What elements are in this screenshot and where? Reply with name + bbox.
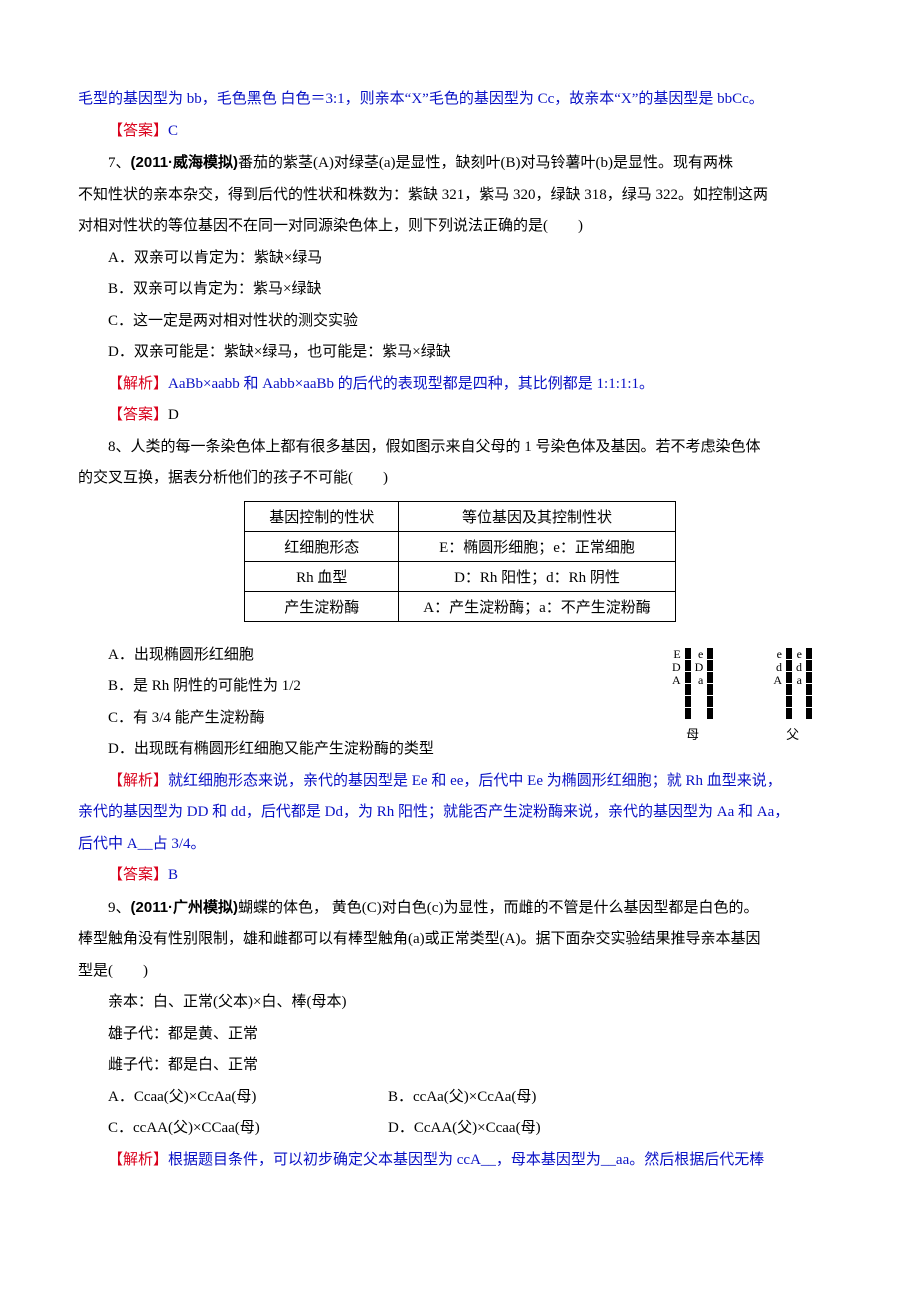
- q7-option-A: A．双亲可以肯定为：紫缺×绿马: [78, 243, 842, 275]
- q7-source: (2011·威海模拟): [131, 154, 239, 171]
- q9-parent: 亲本：白、正常(父本)×白、棒(母本): [78, 987, 842, 1019]
- q8-option-A: A．出现椭圆形红细胞: [78, 640, 642, 672]
- trait-table: 基因控制的性状 等位基因及其控制性状 红细胞形态 E：椭圆形细胞；e：正常细胞 …: [244, 501, 676, 622]
- table-header-2: 等位基因及其控制性状: [399, 501, 676, 531]
- q7-analysis-text: AaBb×aabb 和 Aabb×aaBb 的后代的表现型都是四种，其比例都是 …: [168, 376, 654, 392]
- answer-6-value: C: [168, 123, 178, 139]
- table-cell: Rh 血型: [245, 561, 399, 591]
- table-cell: 产生淀粉酶: [245, 591, 399, 621]
- q9-analysis-text: 根据题目条件，可以初步确定父本基因型为 ccA__，母本基因型为__aa。然后根…: [168, 1152, 764, 1168]
- table-cell: A：产生淀粉酶；a：不产生淀粉酶: [399, 591, 676, 621]
- q7-number: 7、: [108, 155, 131, 171]
- table-cell: D：Rh 阳性；d：Rh 阴性: [399, 561, 676, 591]
- q9-line3: 型是( ): [78, 956, 842, 988]
- q8-line2: 的交叉互换，据表分析他们的孩子不可能( ): [78, 463, 842, 495]
- q9-number: 9、: [108, 900, 131, 916]
- q9-option-A: A．Ccaa(父)×CcAa(母): [108, 1082, 388, 1114]
- q7-line3: 对相对性状的等位基因不在同一对同源染色体上，则下列说法正确的是( ): [78, 211, 842, 243]
- q7-line2: 不知性状的亲本杂交，得到后代的性状和株数为：紫缺 321，紫马 320，绿缺 3…: [78, 180, 842, 212]
- q7-text1: 番茄的紫茎(A)对绿茎(a)是显性，缺刻叶(B)对马铃薯叶(b)是显性。现有两株: [238, 155, 733, 171]
- answer-label: 【答案】: [108, 407, 168, 423]
- analysis-label: 【解析】: [108, 773, 168, 789]
- allele-labels-mother-left: E D A: [672, 648, 681, 687]
- q8-option-D: D．出现既有椭圆形红细胞又能产生淀粉酶的类型: [78, 734, 642, 766]
- mother-caption: 母: [686, 724, 699, 743]
- chromosome-bar: [707, 648, 713, 720]
- father-chromosomes: e d A e d a: [773, 648, 812, 720]
- answer-8: 【答案】B: [78, 860, 842, 892]
- q7-option-B: B．双亲可以肯定为：紫马×绿缺: [78, 274, 842, 306]
- q7-analysis: 【解析】AaBb×aabb 和 Aabb×aaBb 的后代的表现型都是四种，其比…: [78, 369, 842, 401]
- q9-option-B: B．ccAa(父)×CcAa(母): [388, 1089, 536, 1105]
- mother-chromosomes: E D A e D a: [672, 648, 713, 720]
- table-row: Rh 血型 D：Rh 阳性；d：Rh 阴性: [245, 561, 676, 591]
- answer-7-value: D: [168, 407, 179, 423]
- answer-6: 【答案】C: [78, 116, 842, 148]
- q8-text1: 人类的每一条染色体上都有很多基因，假如图示来自父母的 1 号染色体及基因。若不考…: [131, 439, 761, 455]
- q8-analysis-text1: 就红细胞形态来说，亲代的基因型是 Ee 和 ee，后代中 Ee 为椭圆形红细胞；…: [168, 773, 782, 789]
- chromosome-figure: E D A e D a 母: [642, 640, 842, 743]
- table-header-1: 基因控制的性状: [245, 501, 399, 531]
- allele-labels-father-left: e d A: [773, 648, 782, 687]
- answer-label: 【答案】: [108, 123, 168, 139]
- q9-source: (2011·广州模拟): [131, 899, 239, 916]
- allele-labels-mother-right: e D a: [695, 648, 704, 687]
- answer-7: 【答案】D: [78, 400, 842, 432]
- q8-option-C: C．有 3/4 能产生淀粉酶: [78, 703, 642, 735]
- q9-line2: 棒型触角没有性别限制，雄和雌都可以有棒型触角(a)或正常类型(A)。据下面杂交实…: [78, 924, 842, 956]
- table-row: 产生淀粉酶 A：产生淀粉酶；a：不产生淀粉酶: [245, 591, 676, 621]
- table-row: 基因控制的性状 等位基因及其控制性状: [245, 501, 676, 531]
- q8-analysis-line2: 亲代的基因型为 DD 和 dd，后代都是 Dd，为 Rh 阳性；就能否产生淀粉酶…: [78, 797, 842, 829]
- q9-options-cd: C．ccAA(父)×CCaa(母)D．CcAA(父)×Ccaa(母): [78, 1113, 842, 1145]
- q8-option-B: B．是 Rh 阴性的可能性为 1/2: [78, 671, 642, 703]
- q8-analysis-line3: 后代中 A__占 3/4。: [78, 829, 842, 861]
- q9-male-offspring: 雄子代：都是黄、正常: [78, 1019, 842, 1051]
- q9-options-ab: A．Ccaa(父)×CcAa(母)B．ccAa(父)×CcAa(母): [78, 1082, 842, 1114]
- chromosome-bar: [806, 648, 812, 720]
- answer-8-value: B: [168, 867, 178, 883]
- analysis-label: 【解析】: [108, 376, 168, 392]
- q9-option-D: D．CcAA(父)×Ccaa(母): [388, 1120, 541, 1136]
- prev-analysis-tail: 毛型的基因型为 bb，毛色黑色 白色＝3:1，则亲本“X”毛色的基因型为 Cc，…: [78, 84, 842, 116]
- q8-number: 8、: [108, 439, 131, 455]
- allele-labels-father-right: e d a: [796, 648, 802, 687]
- q9-option-C: C．ccAA(父)×CCaa(母): [108, 1113, 388, 1145]
- q7-option-D: D．双亲可能是：紫缺×绿马，也可能是：紫马×绿缺: [78, 337, 842, 369]
- table-cell: E：椭圆形细胞；e：正常细胞: [399, 531, 676, 561]
- table-row: 红细胞形态 E：椭圆形细胞；e：正常细胞: [245, 531, 676, 561]
- chromosome-bar: [685, 648, 691, 720]
- table-cell: 红细胞形态: [245, 531, 399, 561]
- q9-text1: 蝴蝶的体色， 黄色(C)对白色(c)为显性，而雌的不管是什么基因型都是白色的。: [238, 900, 758, 916]
- analysis-label: 【解析】: [108, 1152, 168, 1168]
- q9-analysis: 【解析】根据题目条件，可以初步确定父本基因型为 ccA__，母本基因型为__aa…: [78, 1145, 842, 1177]
- q7-option-C: C．这一定是两对相对性状的测交实验: [78, 306, 842, 338]
- q9-line1: 9、(2011·广州模拟)蝴蝶的体色， 黄色(C)对白色(c)为显性，而雌的不管…: [78, 892, 842, 925]
- q8-analysis-line1: 【解析】就红细胞形态来说，亲代的基因型是 Ee 和 ee，后代中 Ee 为椭圆形…: [78, 766, 842, 798]
- q7-line1: 7、(2011·威海模拟)番茄的紫茎(A)对绿茎(a)是显性，缺刻叶(B)对马铃…: [78, 147, 842, 180]
- q9-female-offspring: 雌子代：都是白、正常: [78, 1050, 842, 1082]
- father-caption: 父: [786, 724, 799, 743]
- chromosome-bar: [786, 648, 792, 720]
- answer-label: 【答案】: [108, 867, 168, 883]
- q8-line1: 8、人类的每一条染色体上都有很多基因，假如图示来自父母的 1 号染色体及基因。若…: [78, 432, 842, 464]
